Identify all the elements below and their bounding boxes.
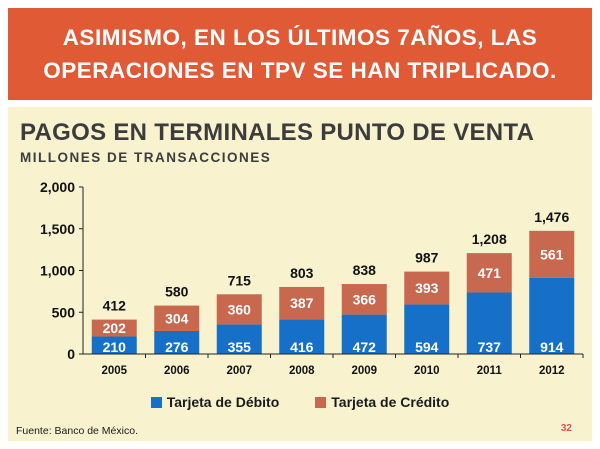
data-label-credito-2012: 561 [540, 246, 564, 262]
bars-layer: 210 202 412 276 304 580 355 360 715 416 387 803 472 3… [91, 209, 575, 355]
data-label-debito-2011: 737 [478, 339, 502, 355]
legend-item-credito: Tarjeta de Crédito [315, 394, 449, 410]
legend-item-debito: Tarjeta de Débito [150, 394, 280, 410]
bar-credito-2009 [341, 284, 387, 315]
data-label-debito-2005: 210 [103, 339, 127, 355]
legend-label-credito: Tarjeta de Crédito [331, 394, 450, 410]
bar-credito-2008 [279, 286, 325, 320]
data-label-credito-2005: 202 [103, 320, 127, 336]
bar-debito-2006 [154, 330, 200, 354]
legend-swatch-debito [150, 396, 162, 408]
total-label-2005: 412 [103, 298, 127, 314]
data-label-debito-2006: 276 [165, 339, 189, 355]
x-tick-label-2011: 2011 [477, 365, 503, 377]
bar-debito-2005 [91, 336, 137, 354]
y-tick-label: 500 [52, 304, 76, 320]
y-tick-label: 1,500 [40, 221, 75, 237]
headline-line-1: ASIMISMO, EN LOS ÚLTIMOS 7AÑOS, LAS [62, 25, 538, 50]
y-axis: 0 500 1,000 1,500 2,000 [40, 179, 84, 362]
total-label-2009: 838 [353, 262, 377, 278]
bar-debito-2011 [466, 292, 512, 354]
x-tick-label-2005: 2005 [101, 365, 127, 377]
x-axis: 2005 2006 2007 2008 2009 2010 2011 2012 [83, 353, 584, 377]
data-label-credito-2006: 304 [165, 310, 189, 326]
data-label-credito-2008: 387 [290, 295, 314, 311]
chart-panel: PAGOS EN TERMINALES PUNTO DE VENTA MILLO… [8, 107, 592, 441]
y-tick-label: 0 [67, 346, 75, 362]
x-tick-label-2009: 2009 [351, 365, 377, 377]
data-label-debito-2012: 914 [540, 339, 564, 355]
data-label-debito-2007: 355 [228, 339, 252, 355]
bar-debito-2007 [216, 324, 262, 354]
legend-swatch-credito [315, 396, 327, 408]
data-label-debito-2009: 472 [353, 339, 377, 355]
bar-debito-2010 [404, 304, 450, 354]
y-tick-label: 2,000 [40, 179, 75, 195]
bar-debito-2008 [279, 319, 325, 354]
y-tick-label: 1,000 [40, 263, 75, 279]
total-label-2012: 1,476 [534, 209, 569, 225]
chart-title: PAGOS EN TERMINALES PUNTO DE VENTA [20, 119, 535, 146]
total-label-2006: 580 [165, 284, 189, 300]
data-label-credito-2007: 360 [228, 301, 252, 317]
chart-subtitle: MILLONES DE TRANSACCIONES [20, 150, 272, 165]
bar-credito-2006 [154, 305, 200, 331]
x-tick-label-2007: 2007 [226, 365, 252, 377]
total-label-2007: 715 [228, 272, 252, 288]
headline-banner: ASIMISMO, EN LOS ÚLTIMOS 7AÑOS, LAS OPER… [8, 8, 592, 100]
headline-line-2: OPERACIONES EN TPV SE HAN TRIPLICADO. [43, 58, 557, 83]
x-tick-label-2012: 2012 [539, 365, 565, 377]
data-label-credito-2009: 366 [353, 291, 377, 307]
bar-credito-2011 [466, 253, 512, 293]
source-note: Fuente: Banco de México. [16, 425, 138, 437]
bar-credito-2010 [404, 271, 450, 305]
data-label-credito-2011: 471 [478, 265, 502, 281]
x-tick-label-2006: 2006 [164, 365, 190, 377]
page-number: 32 [560, 423, 572, 434]
bar-debito-2012 [529, 277, 575, 354]
x-tick-label-2010: 2010 [414, 365, 440, 377]
data-label-debito-2008: 416 [290, 339, 314, 355]
bar-credito-2007 [216, 294, 262, 325]
bar-chart: 0 500 1,000 1,500 2,000 210 202 412 276 304 580 35… [40, 179, 584, 377]
data-label-credito-2010: 393 [415, 280, 439, 296]
x-tick-label-2008: 2008 [289, 365, 315, 377]
total-label-2010: 987 [415, 250, 439, 266]
legend: Tarjeta de Débito Tarjeta de Crédito [8, 394, 592, 410]
bar-credito-2012 [529, 230, 575, 278]
legend-label-debito: Tarjeta de Débito [166, 394, 280, 410]
total-label-2008: 803 [290, 265, 314, 281]
total-label-2011: 1,208 [472, 231, 507, 247]
bar-debito-2009 [341, 314, 387, 354]
bar-credito-2005 [91, 319, 137, 337]
data-label-debito-2010: 594 [415, 339, 439, 355]
